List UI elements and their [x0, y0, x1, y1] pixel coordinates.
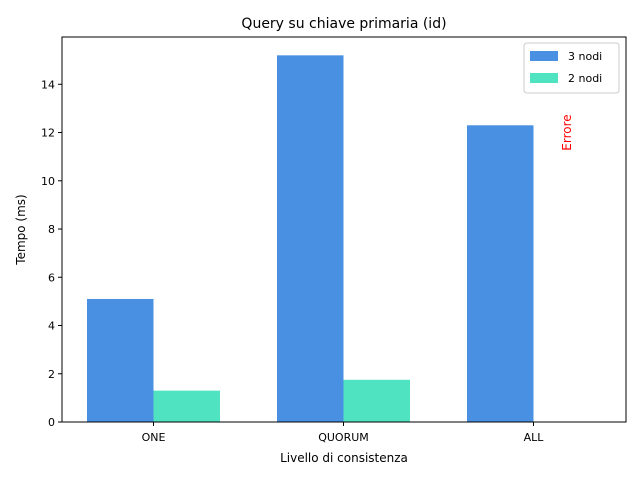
x-tick-label-one: ONE: [142, 431, 166, 444]
legend: 3 nodi 2 nodi: [523, 42, 620, 94]
y-tick-label: 4: [48, 320, 55, 333]
legend-label-3-nodi: 3 nodi: [568, 50, 602, 63]
y-axis: 0 2 4 6 8 10 12 14: [41, 78, 62, 429]
x-axis-label: Livello di consistenza: [280, 451, 408, 465]
x-axis: ONE QUORUM ALL: [142, 422, 545, 444]
plot-area: Errore: [87, 55, 574, 422]
legend-swatch-3-nodi: [530, 51, 558, 61]
chart-title: Query su chiave primaria (id): [241, 16, 446, 32]
annotation-errore: Errore: [560, 114, 574, 150]
y-tick-label: 0: [48, 416, 55, 429]
x-tick-label-quorum: QUORUM: [318, 431, 369, 444]
bar-2-nodi-one: [153, 390, 220, 422]
y-tick-label: 10: [41, 175, 55, 188]
x-tick-label-all: ALL: [524, 431, 545, 444]
legend-swatch-2-nodi: [530, 73, 558, 83]
bar-3-nodi-one: [87, 298, 154, 422]
y-tick-label: 6: [48, 271, 55, 284]
y-tick-label: 12: [41, 127, 55, 140]
y-tick-label: 8: [48, 223, 55, 236]
y-tick-label: 2: [48, 368, 55, 381]
y-axis-label: Tempo (ms): [14, 194, 28, 265]
y-tick-label: 14: [41, 78, 55, 91]
bar-2-nodi-quorum: [343, 379, 410, 422]
legend-label-2-nodi: 2 nodi: [568, 72, 602, 85]
bar-3-nodi-all: [467, 125, 534, 422]
bar-3-nodi-quorum: [277, 55, 344, 422]
